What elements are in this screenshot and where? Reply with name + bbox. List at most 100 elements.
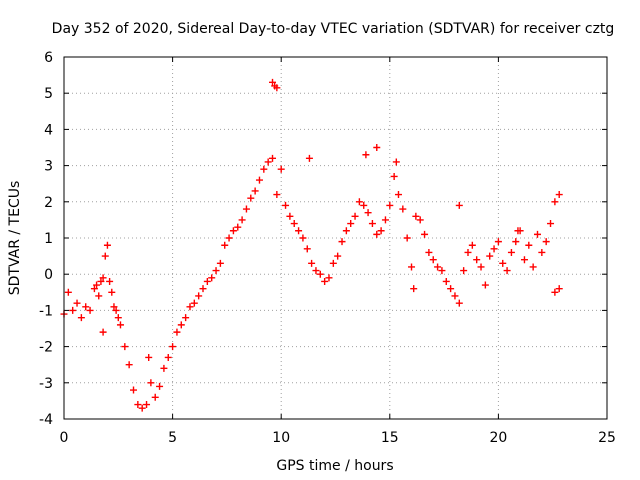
data-point [503,267,511,275]
data-point [277,165,285,173]
x-tick-label: 15 [381,430,399,446]
y-tick-label: 5 [44,86,53,102]
data-point [114,314,122,322]
y-tick-label: 2 [44,195,53,211]
y-tick-label: 3 [44,159,53,175]
data-point [364,209,372,217]
data-point [273,84,281,92]
data-point [99,274,107,282]
x-tick-label: 10 [272,430,290,446]
data-point [394,191,402,199]
data-point [455,299,463,307]
data-point [151,393,159,401]
data-point [186,303,194,311]
data-point [438,267,446,275]
data-point [451,292,459,300]
y-tick-label: -2 [39,340,53,356]
data-point [110,303,118,311]
data-point [390,172,398,180]
data-point [368,220,376,228]
data-point [112,306,120,314]
data-point [269,154,277,162]
data-point [342,227,350,235]
data-point [410,285,418,293]
data-point [101,252,109,260]
data-point [316,270,324,278]
data-point [273,191,281,199]
data-points [60,78,563,412]
data-point [312,267,320,275]
data-point [412,212,420,220]
data-point [447,285,455,293]
data-point [269,78,277,86]
data-point [338,238,346,246]
data-point [355,198,363,206]
data-point [82,303,90,311]
data-point [106,277,114,285]
data-point [325,274,333,282]
data-point [195,292,203,300]
data-point [434,263,442,271]
data-point [403,234,411,242]
data-point [190,299,198,307]
data-point [416,216,424,224]
data-point [93,281,101,289]
data-point [347,220,355,228]
data-point [229,227,237,235]
data-point [203,277,211,285]
data-point [164,353,172,361]
data-point [329,259,337,267]
data-point [308,259,316,267]
data-point [499,259,507,267]
x-axis-label: GPS time / hours [276,458,393,474]
y-tick-label: -3 [39,376,53,392]
y-tick-label: 1 [44,231,53,247]
plot-frame [63,56,608,420]
data-point [264,158,272,166]
data-point [286,212,294,220]
y-tick-label: -1 [39,303,53,319]
data-point [473,256,481,264]
data-point [143,401,151,409]
chart-title: Day 352 of 2020, Sidereal Day-to-day VTE… [52,21,615,37]
data-point [507,248,515,256]
data-point [464,248,472,256]
data-point [425,248,433,256]
data-point [173,328,181,336]
data-point [69,306,77,314]
data-point [97,277,105,285]
data-point [381,216,389,224]
data-point [351,212,359,220]
data-point [86,306,94,314]
data-point [260,165,268,173]
data-point [490,245,498,253]
data-point [290,220,298,228]
data-point [103,241,111,249]
data-point [538,248,546,256]
grid [64,57,607,419]
data-point [108,288,116,296]
data-point [138,404,146,412]
data-point [525,241,533,249]
data-point [169,343,177,351]
data-point [199,285,207,293]
data-point [242,205,250,213]
x-tick-labels: 0 5 10 15 20 25 [60,430,616,446]
data-point [486,252,494,260]
data-point [520,256,528,264]
data-point [216,259,224,267]
data-point [373,230,381,238]
data-point [299,234,307,242]
data-point [392,158,400,166]
data-point [212,267,220,275]
data-point [334,252,342,260]
data-point [156,382,164,390]
y-tick-label: 4 [44,122,53,138]
x-tick-label: 25 [598,430,616,446]
data-point [177,321,185,329]
y-tick-label: 6 [44,50,53,66]
data-point [255,176,263,184]
data-point [247,194,255,202]
data-point [130,386,138,394]
